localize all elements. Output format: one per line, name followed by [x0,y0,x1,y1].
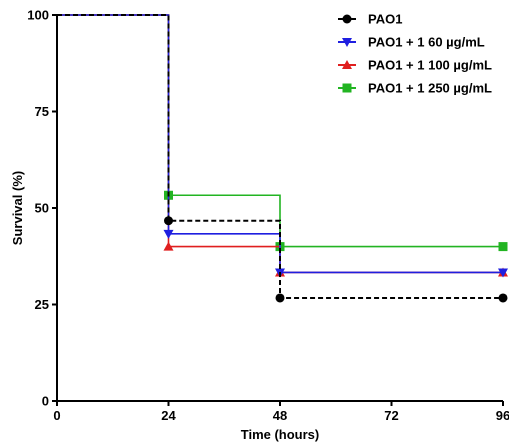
y-axis-title: Survival (%) [10,171,25,245]
series-line [57,14,503,299]
data-point [498,293,508,303]
legend-label: PAO1 + 1 250 µg/mL [368,81,492,96]
y-tick-label: 25 [35,297,49,312]
data-point [163,229,174,239]
legend-label: PAO1 + 1 60 µg/mL [368,35,485,50]
data-point [164,216,173,226]
data-point [275,293,285,303]
x-tick-label: 48 [273,408,287,423]
data-point [163,241,174,251]
legend-marker [342,83,352,93]
y-tick-label: 75 [35,104,49,119]
legend-marker [342,60,352,69]
x-axis-title: Time (hours) [241,427,320,442]
data-point [498,242,508,252]
legend-marker [342,14,352,24]
legend-label: PAO1 [368,12,402,27]
series-line [57,14,503,248]
legend-label: PAO1 + 1 100 µg/mL [368,58,492,73]
x-tick-label: 24 [161,408,176,423]
y-tick-label: 0 [42,394,49,409]
y-tick-label: 50 [35,201,49,216]
data-point [498,268,508,278]
legend-marker [342,38,352,47]
x-tick-label: 72 [384,408,398,423]
y-tick-label: 100 [27,8,49,23]
x-tick-label: 96 [496,408,509,423]
x-tick-label: 0 [53,408,60,423]
